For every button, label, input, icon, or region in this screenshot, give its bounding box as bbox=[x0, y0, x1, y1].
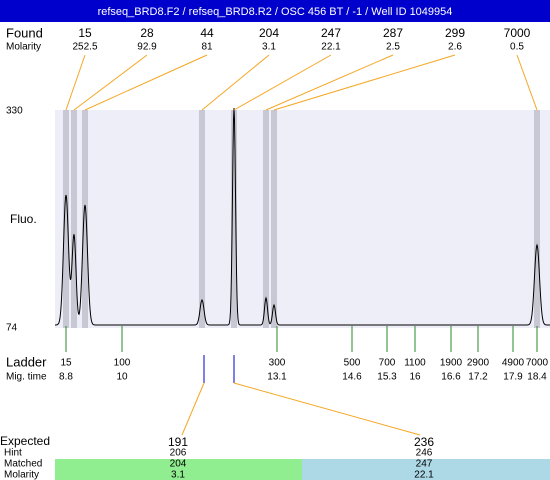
peak-band bbox=[231, 110, 237, 328]
ladder-time: 16 bbox=[409, 372, 421, 383]
peak-band bbox=[199, 110, 205, 328]
connector bbox=[233, 382, 421, 436]
found-molarity: 22.1 bbox=[321, 42, 341, 53]
ladder-time: 14.6 bbox=[342, 372, 362, 383]
ladder-time: 18.4 bbox=[527, 372, 547, 383]
plot-area bbox=[55, 110, 550, 328]
connector bbox=[73, 54, 148, 111]
found-size: 247 bbox=[321, 26, 341, 40]
found-size: 7000 bbox=[504, 26, 531, 40]
ladder-size: 700 bbox=[379, 358, 396, 369]
found-size: 44 bbox=[200, 26, 214, 40]
ladder-size: 15 bbox=[60, 358, 72, 369]
y-axis-label: Fluo. bbox=[10, 212, 37, 226]
ladder-size: 7000 bbox=[526, 358, 549, 369]
ladder-time: 17.2 bbox=[468, 372, 488, 383]
found-size: 28 bbox=[140, 26, 154, 40]
matched-bg bbox=[55, 459, 302, 480]
molarity-label: Molarity bbox=[4, 470, 39, 480]
title-bar bbox=[0, 0, 550, 22]
connector bbox=[265, 54, 394, 111]
found-molarity: 252.5 bbox=[72, 42, 97, 53]
found-label: Found bbox=[6, 25, 43, 40]
found-molarity: 0.5 bbox=[510, 42, 524, 53]
peak-band bbox=[63, 110, 69, 328]
molarity: 22.1 bbox=[414, 470, 434, 480]
expected-size: 191 bbox=[168, 435, 188, 449]
hint: 246 bbox=[416, 448, 433, 459]
ladder-size: 1100 bbox=[404, 358, 426, 369]
ladder-size: 300 bbox=[269, 358, 286, 369]
ladder-time: 8.8 bbox=[59, 372, 73, 383]
connector bbox=[181, 382, 205, 436]
peak-band bbox=[534, 110, 540, 328]
expected-label: Expected bbox=[0, 434, 50, 448]
found-molarity: 2.6 bbox=[448, 42, 462, 53]
ladder-size: 1900 bbox=[440, 358, 463, 369]
ladder-size: 4900 bbox=[502, 358, 525, 369]
matched-bg bbox=[302, 459, 550, 480]
ladder-size: 2900 bbox=[467, 358, 490, 369]
peak-band bbox=[71, 110, 77, 328]
found-molarity: 92.9 bbox=[137, 42, 157, 53]
matched: 247 bbox=[416, 459, 433, 470]
connector bbox=[65, 54, 86, 111]
ladder-time: 13.1 bbox=[267, 372, 287, 383]
peak-band bbox=[263, 110, 269, 328]
connector bbox=[201, 54, 270, 111]
found-size: 204 bbox=[259, 26, 279, 40]
mig-time-label: Mig. time bbox=[6, 372, 47, 383]
found-molarity: 2.5 bbox=[386, 42, 400, 53]
peak-band bbox=[271, 110, 277, 328]
molarity-label: Molarity bbox=[6, 42, 41, 53]
found-size: 287 bbox=[383, 26, 403, 40]
expected-size: 236 bbox=[414, 435, 434, 449]
found-size: 299 bbox=[445, 26, 465, 40]
ladder-label: Ladder bbox=[6, 354, 47, 369]
connector bbox=[516, 54, 538, 111]
found-molarity: 81 bbox=[201, 42, 213, 53]
molarity: 3.1 bbox=[171, 470, 185, 480]
matched-label: Matched bbox=[4, 459, 42, 470]
hint-label: Hint bbox=[4, 448, 22, 459]
title: refseq_BRD8.F2 / refseq_BRD8.R2 / OSC 45… bbox=[98, 6, 453, 18]
found-molarity: 3.1 bbox=[262, 42, 276, 53]
ladder-time: 15.3 bbox=[377, 372, 397, 383]
ladder-time: 17.9 bbox=[503, 372, 523, 383]
ladder-size: 500 bbox=[344, 358, 361, 369]
peak-band bbox=[82, 110, 88, 328]
connector bbox=[84, 54, 208, 111]
ladder-time: 16.6 bbox=[441, 372, 461, 383]
connector bbox=[273, 54, 456, 111]
ladder-time: 10 bbox=[116, 372, 128, 383]
hint: 206 bbox=[170, 448, 187, 459]
ladder-size: 100 bbox=[114, 358, 131, 369]
trace bbox=[55, 107, 550, 326]
y-max-label: 330 bbox=[6, 106, 23, 117]
connector bbox=[233, 54, 332, 111]
y-min-label: 74 bbox=[6, 323, 18, 334]
found-size: 15 bbox=[78, 26, 92, 40]
matched: 204 bbox=[170, 459, 187, 470]
